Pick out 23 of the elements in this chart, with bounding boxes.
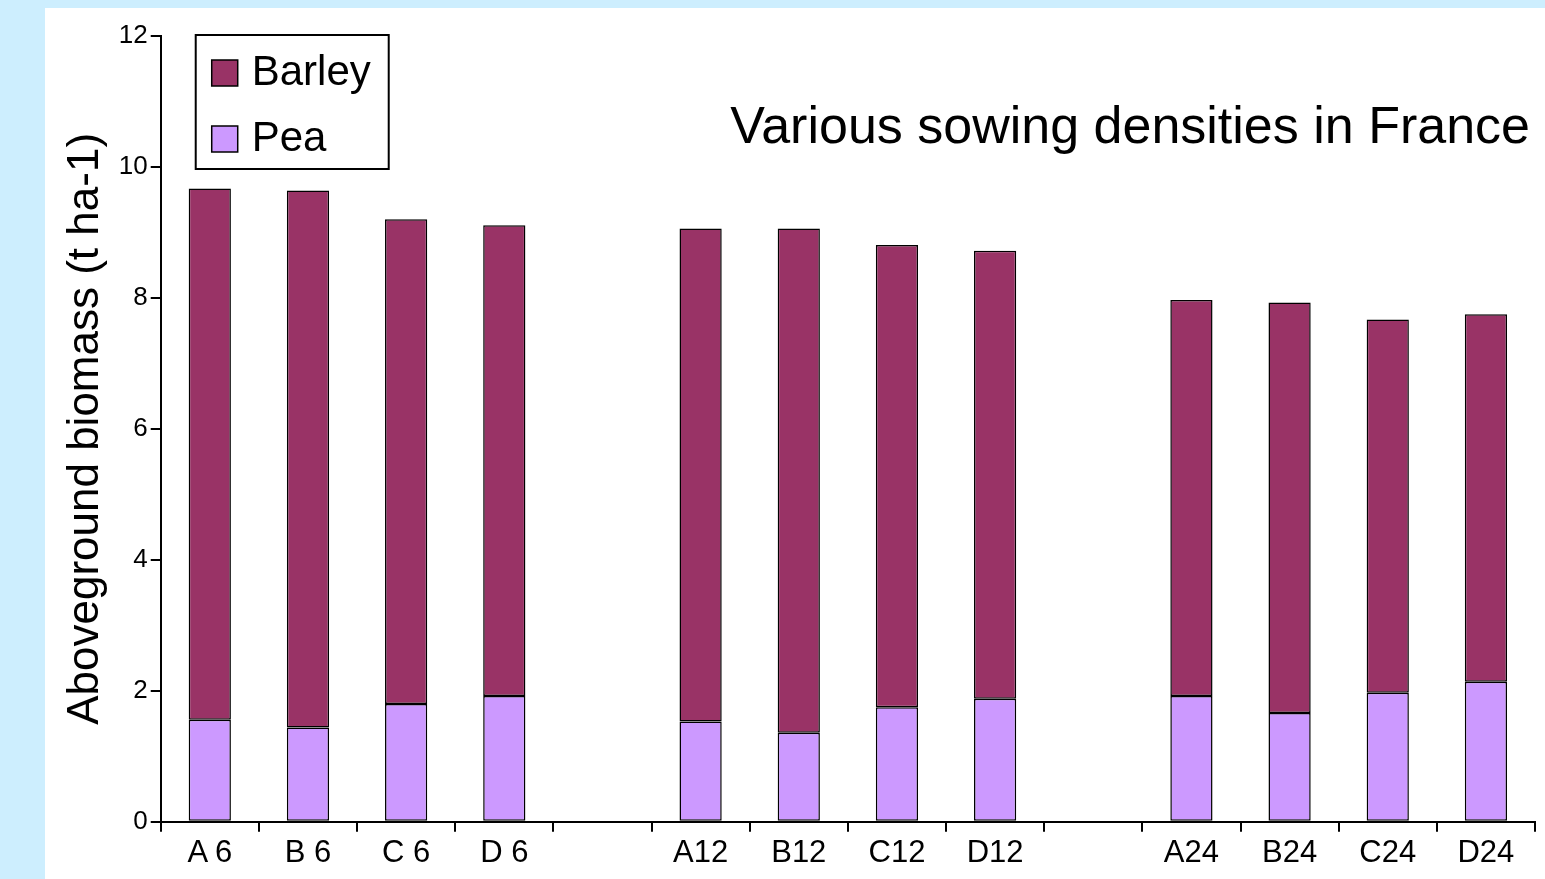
- x-tick-label: D24: [1457, 833, 1515, 869]
- y-tick-label: 8: [133, 281, 148, 312]
- x-tick-label: C12: [868, 833, 926, 869]
- y-tick-label: 0: [133, 804, 148, 835]
- y-tick-label: 4: [133, 543, 148, 574]
- x-tick-label: D12: [966, 833, 1024, 869]
- x-tick-label: B24: [1262, 833, 1318, 869]
- y-tick-label: 2: [133, 674, 148, 705]
- legend-label: Pea: [251, 112, 328, 160]
- x-tick-label: A12: [673, 833, 729, 869]
- y-tick-label: 10: [118, 150, 148, 181]
- legend-label: Barley: [251, 46, 371, 94]
- x-tick-label: A 6: [187, 833, 233, 869]
- y-tick-label: 6: [133, 412, 148, 443]
- x-tick-label: A24: [1163, 833, 1220, 869]
- x-tick-label: D 6: [480, 833, 529, 869]
- x-tick-label: B 6: [284, 833, 332, 869]
- y-tick-label: 12: [118, 19, 148, 50]
- x-tick-label: C24: [1359, 833, 1417, 869]
- x-tick-label: B12: [771, 833, 827, 869]
- x-tick-label: C 6: [382, 833, 431, 869]
- text: Various sowing densities in France: [730, 96, 1530, 155]
- y-axis-title: Aboveground biomass (t ha-1): [57, 132, 107, 725]
